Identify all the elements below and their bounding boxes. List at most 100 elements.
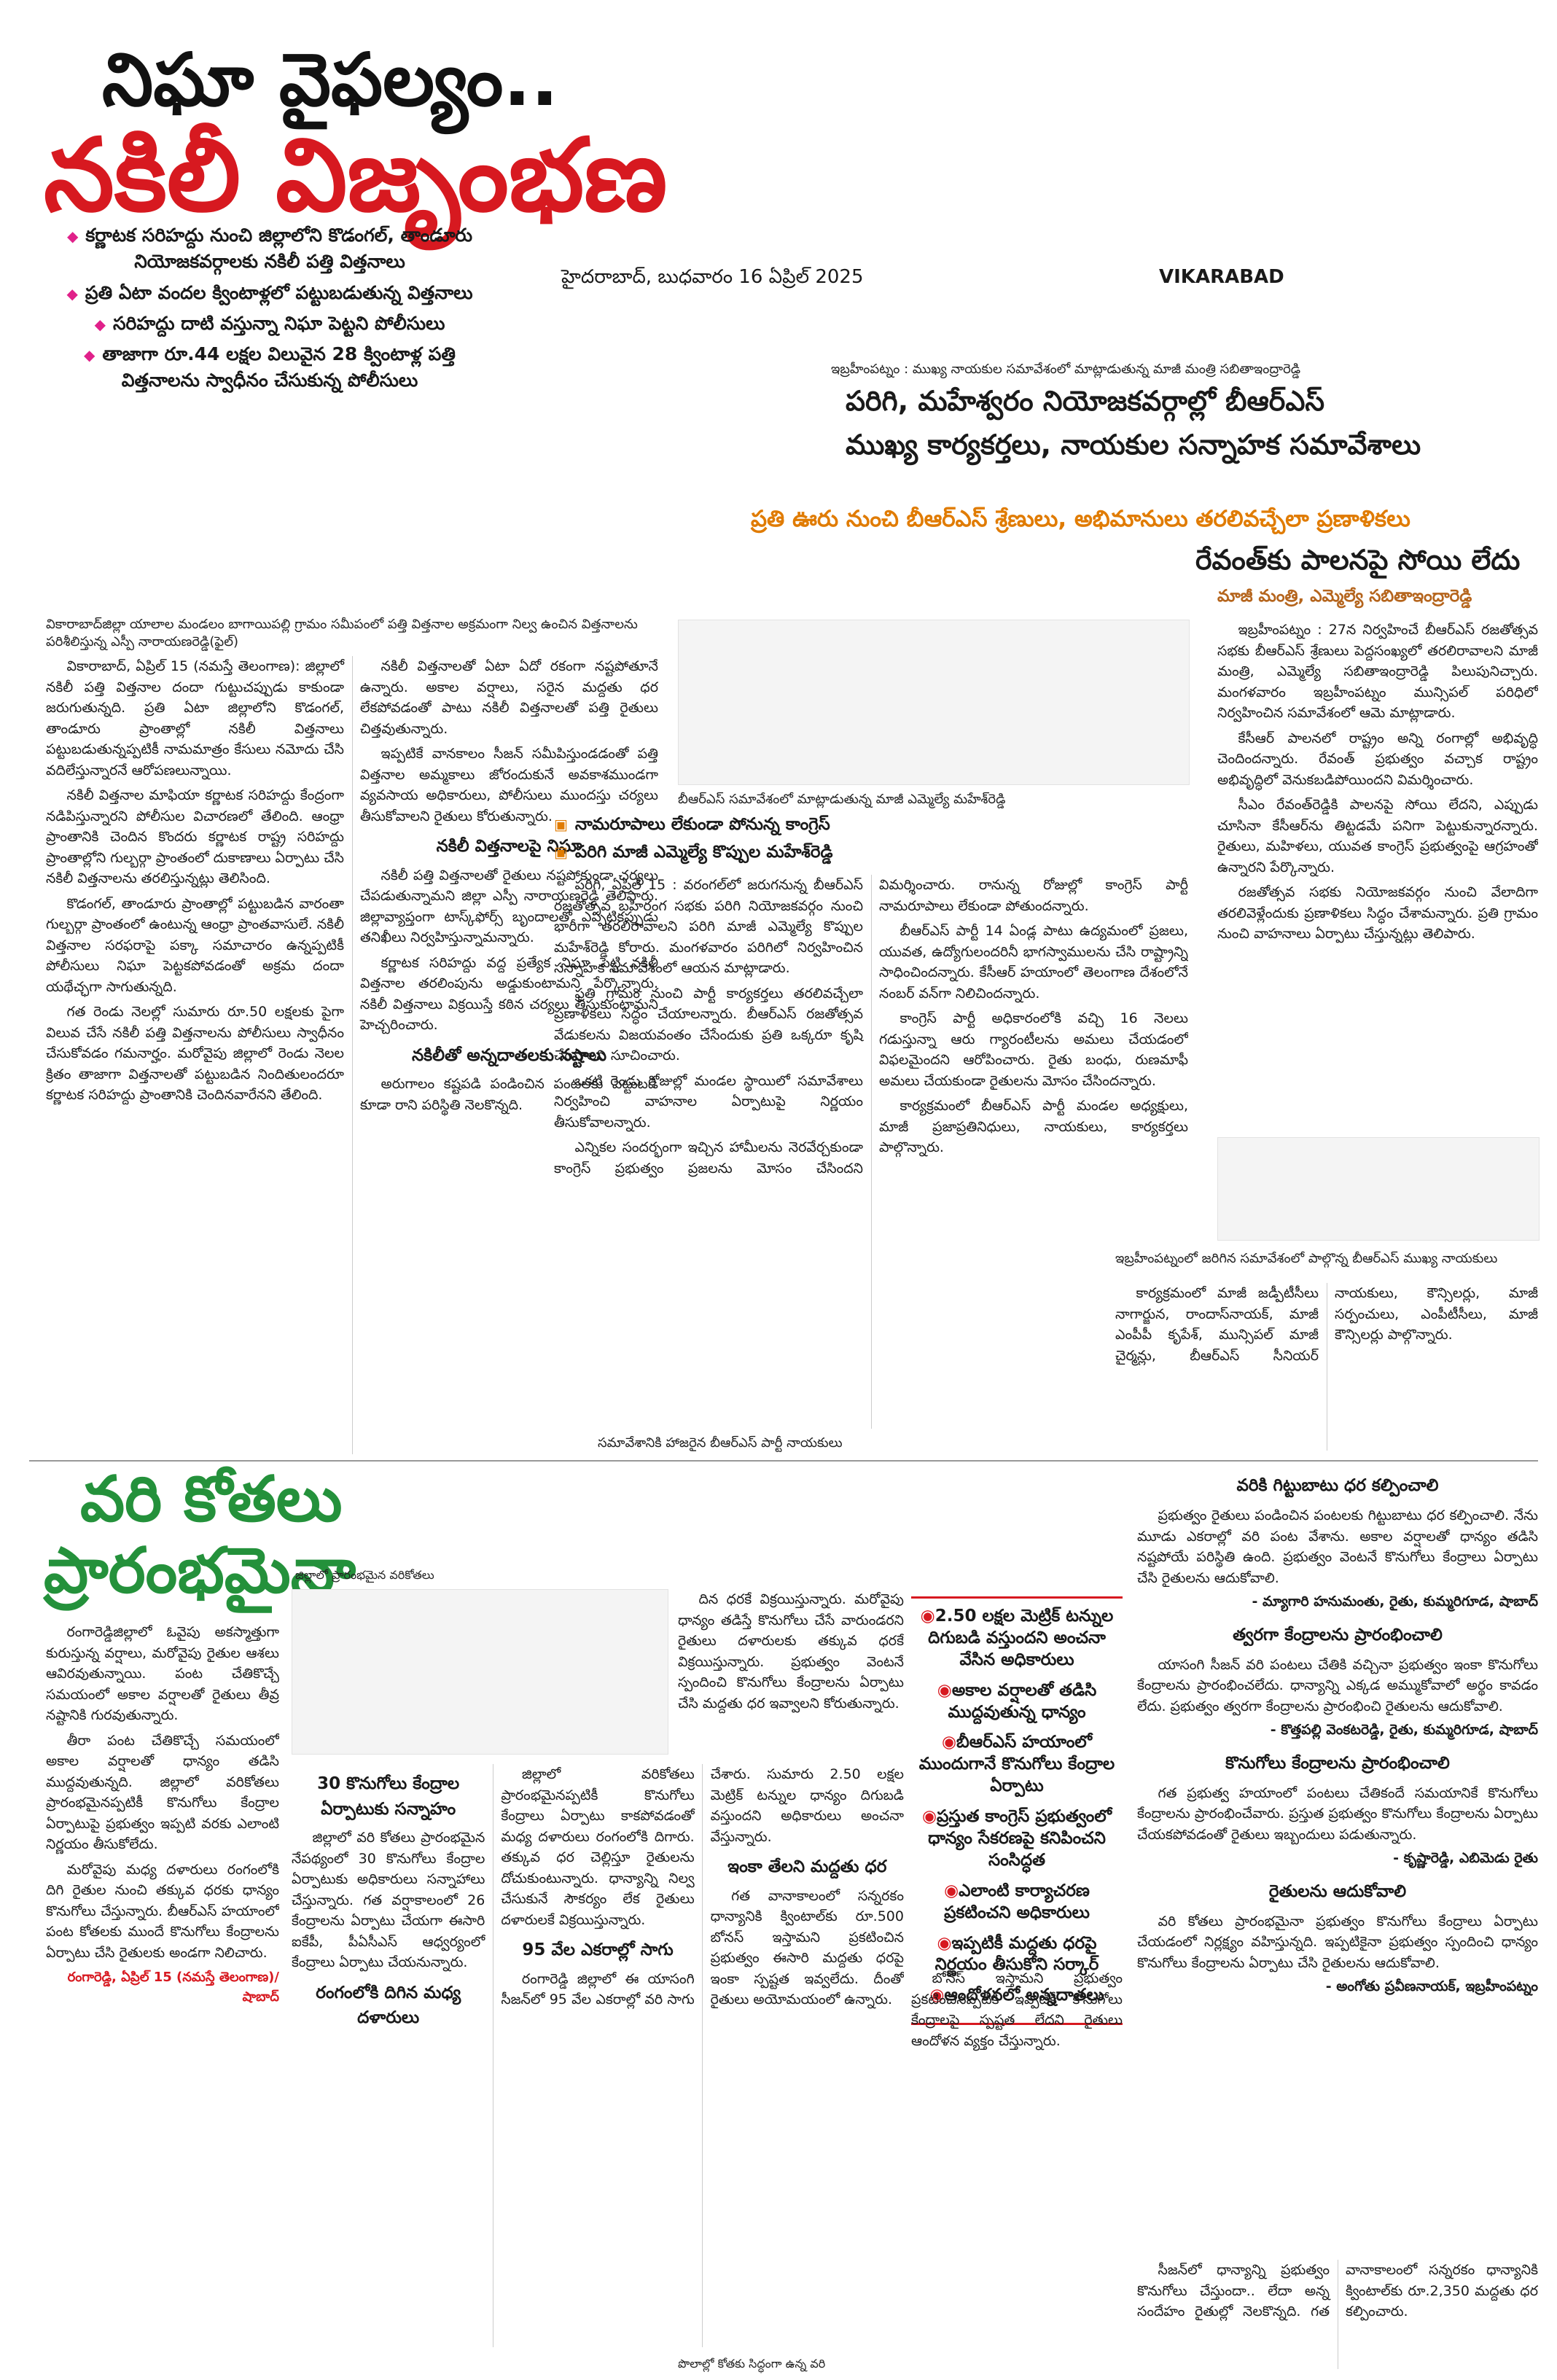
paragraph: ఇప్పటికీ మద్దతు ధరపై నిర్ణయం తీసుకోని సర… xyxy=(911,1933,1123,1977)
bullet-list: నామరూపాలు లేకుండా పోనున్న కాంగ్రెస్ పరిగి… xyxy=(554,815,962,870)
paragraph: ప్రతి గ్రామం నుంచి పార్టీ కార్యకర్తలు తర… xyxy=(554,985,863,1064)
quote-attribution: - కృష్ణారెడ్డి, ఎబిమెడు రైతు xyxy=(1393,1850,1538,1866)
paragraph: సీఎం రేవంత్‌రెడ్డికి పాలనపై సోయి లేదని, … xyxy=(1217,797,1538,875)
paragraph: ఇప్పటికే వానకాలం సీజన్ సమీపిస్తుండడంతో ప… xyxy=(360,746,658,824)
quote-title: కొనుగోలు కేంద్రాలను ప్రారంభించాలి xyxy=(1225,1753,1450,1773)
article-body: ఇబ్రహీంపట్నం : 27న నిర్వహించే బీఆర్ఎస్ ర… xyxy=(1217,620,1538,1203)
quote-title: రైతులను ఆదుకోవాలి xyxy=(1268,1881,1407,1901)
paragraph: కర్ణాటక సరిహద్దు నుంచి జిల్లాలోని కొడంగల… xyxy=(44,222,496,276)
paragraph: ప్రస్తుత కాంగ్రెస్ ప్రభుత్వంలో ధాన్యం సే… xyxy=(911,1806,1123,1872)
paragraph: తాజాగా రూ.44 లక్షల విలువైన 28 క్వింటాళ్ల… xyxy=(44,341,496,394)
quote: త్వరగా కేంద్రాలను ప్రారంభించాలి యాసంగి సీ… xyxy=(1137,1626,1538,1741)
quote-body: ప్రభుత్వం రైతులు పండించిన పంటలకు గిట్టుబ… xyxy=(1137,1507,1538,1586)
paragraph: సరిహద్దు దాటి వస్తున్నా నిఘా పెట్టని పోల… xyxy=(44,311,496,337)
paragraph: వికారాబాద్, ఏప్రిల్ 15 (నమస్తే తెలంగాణ):… xyxy=(46,658,344,779)
quote-attribution: - అంగోతు ప్రవీణనాయక్, ఇబ్రహీంపట్నం xyxy=(1325,1978,1538,1994)
photo xyxy=(292,1589,668,1755)
caption: పొలాల్లో కోతకు సిద్ధంగా ఉన్న వరి xyxy=(678,2357,826,2371)
quote-body: వరి కోతలు ప్రారంభమైనా ప్రభుత్వం కొనుగోలు… xyxy=(1137,1913,1538,1971)
quote-body: గత ప్రభుత్వ హయాంలో పంటలు చేతికందే సమయాని… xyxy=(1137,1784,1538,1843)
paragraphs: అరుగాలం కష్టపడి పండించిన పంటలకు పెట్టుబడ… xyxy=(360,1074,658,1115)
article-body: బోనస్ ఇస్తామని ప్రభుత్వం ప్రకటించినప్పటి… xyxy=(911,1968,1123,2114)
paragraph: ప్రతి ఏటా వందల క్వింటాళ్లలో పట్టుబడుతున్… xyxy=(44,280,496,306)
photo xyxy=(1217,1137,1540,1241)
quote-body: యాసంగి సీజన్ వరి పంటలు చేతికి వచ్చినా ప్… xyxy=(1137,1656,1538,1714)
quote: వరికి గిట్టుబాటు ధర కల్పించాలి ప్రభుత్వం … xyxy=(1137,1476,1538,1612)
quote-attribution: - కొత్తపల్లి వెంకటరెడ్డి, రైతు, కుమ్మరిగ… xyxy=(1270,1722,1538,1738)
paragraph: గత వానాకాలంలో సన్నరకం ధాన్యానికి క్వింటా… xyxy=(710,1887,904,2008)
paragraph: బీఆర్ఎస్ పార్టీ 14 ఏండ్ల పాటు ఉద్యమంలో ప… xyxy=(879,923,1188,1002)
paragraph: అరుగాలం కష్టపడి పండించిన పంటలకు పెట్టుబడ… xyxy=(360,1076,658,1113)
paragraph: అకాల వర్షాలతో తడిసి ముద్దవుతున్న ధాన్యం xyxy=(911,1680,1123,1724)
paragraph: కర్ణాటక సరిహద్దు వద్ద ప్రత్యేక నిఘా పెట్… xyxy=(360,954,658,1034)
article-body: దిన ధరకే విక్రయిస్తున్నారు. మరోవైపు ధాన్… xyxy=(678,1589,904,1757)
article-body: 30 కొనుగోలు కేంద్రాల ఏర్పాటుకు సన్నాహం జి… xyxy=(292,1764,904,2347)
strap: ప్రతి ఊరు నుంచి బీఆర్ఎస్ శ్రేణులు, అభిమా… xyxy=(751,506,1410,532)
paragraph: మరోవైపు మధ్య దళారులు రంగంలోకి దిగి రైతుల… xyxy=(46,1861,279,1961)
paragraph: కొడంగల్, తాండూరు ప్రాంతాల్లో పట్టుబడిన వ… xyxy=(46,895,344,995)
headline: పరిగి, మహేశ్వరం నియోజకవర్గాల్లో బీఆర్ఎస్ xyxy=(846,385,1325,417)
byline: రంగారెడ్డి, ఏప్రిల్ 15 (నమస్తే తెలంగాణ)/… xyxy=(67,1970,279,2005)
byline: మాజీ మంత్రి, ఎమ్మెల్యే సబితాఇంద్రారెడ్డి xyxy=(1217,587,1472,606)
paragraph: రంగారెడ్డిజిల్లాలో ఓవైపు అకస్మాత్తుగా కు… xyxy=(46,1624,279,1723)
quote: కొనుగోలు కేంద్రాలను ప్రారంభించాలి గత ప్రభ… xyxy=(1137,1754,1538,1869)
photo xyxy=(678,620,1190,785)
quotes-column: వరికి గిట్టుబాటు ధర కల్పించాలి ప్రభుత్వం … xyxy=(1137,1476,1538,2249)
paragraph: ఒకటి రెండు రోజుల్లో మండల స్థాయిలో సమావేశ… xyxy=(554,1072,863,1131)
divider xyxy=(29,1460,1538,1462)
paragraph: బీఆర్ఎస్ హయాంలో ముందుగానే కొనుగోలు కేంద్… xyxy=(911,1732,1123,1798)
article-body: వికారాబాద్, ఏప్రిల్ 15 (నమస్తే తెలంగాణ):… xyxy=(46,656,658,1454)
paragraphs: రంగారెడ్డిజిల్లాలో ఓవైపు అకస్మాత్తుగా కు… xyxy=(46,1622,279,1963)
caption: జిల్లాలో ప్రారంభమైన వరికోతలు xyxy=(295,1568,434,1582)
paragraph: రజతోత్సవ సభకు నియోజకవర్గం నుంచి వేలాదిగా… xyxy=(1217,884,1538,942)
subheading: నకిలీతో అన్నదాతలకు నష్టాలు xyxy=(411,1045,607,1065)
article-body: రంగారెడ్డిజిల్లాలో ఓవైపు అకస్మాత్తుగా కు… xyxy=(46,1622,279,2351)
paragraph: దిన ధరకే విక్రయిస్తున్నారు. మరోవైపు ధాన్… xyxy=(678,1591,904,1712)
headline: నిఘా వైఫల్యం.. xyxy=(102,37,559,122)
paragraph: నామరూపాలు లేకుండా పోనున్న కాంగ్రెస్ xyxy=(554,815,962,838)
highlight-box: 2.50 లక్షల మెట్రిక్ టన్నుల దిగుబడి వస్తు… xyxy=(911,1596,1123,2026)
quote-title: వరికి గిట్టుబాటు ధర కల్పించాలి xyxy=(1236,1476,1439,1495)
paragraph: గత రెండు నెలల్లో సుమారు రూ.50 లక్షలకు పై… xyxy=(46,1004,344,1103)
paragraph: కార్యక్రమంలో బీఆర్ఎస్ పార్టీ మండల అధ్యక్… xyxy=(879,1098,1188,1155)
caption: సమావేశానికి హాజరైన బీఆర్ఎస్ పార్టీ నాయకు… xyxy=(598,1435,843,1451)
paragraph: నకిలీ విత్తనాలతో ఏటా ఏదో రకంగా నష్టపోతూన… xyxy=(360,658,658,737)
quote: రైతులను ఆదుకోవాలి వరి కోతలు ప్రారంభమైనా ప… xyxy=(1137,1882,1538,1997)
paragraph: కేసీఆర్ పాలనలో రాష్ట్రం అన్ని రంగాల్లో అ… xyxy=(1217,730,1538,788)
headline: రేవంత్‌కు పాలనపై సోయి లేదు xyxy=(1195,544,1521,576)
paragraph: ఎన్నికల సందర్భంగా ఇచ్చిన హామీలను నెరవేర్… xyxy=(554,877,1188,1177)
dateline: హైదరాబాద్, బుధవారం 16 ఏప్రిల్ 2025 xyxy=(561,266,864,288)
paragraph: బోనస్ ఇస్తామని ప్రభుత్వం ప్రకటించినప్పటి… xyxy=(911,1970,1123,2049)
caption: బీఆర్ఎస్ సమావేశంలో మాట్లాడుతున్న మాజీ ఎమ… xyxy=(678,792,1006,807)
subheading: 95 వేల ఎకరాల్లో సాగు xyxy=(522,1940,674,1959)
headline: నకిలీ విజృంభణ xyxy=(44,117,668,234)
headline: వరి కోతలు xyxy=(80,1463,343,1536)
quote-title: త్వరగా కేంద్రాలను ప్రారంభించాలి xyxy=(1233,1625,1443,1644)
paragraph: ఇబ్రహీంపట్నం : 27న నిర్వహించే బీఆర్ఎస్ ర… xyxy=(1217,622,1538,721)
paragraph: పరిగి, ఏప్రిల్ 15 : వరంగల్‌లో జరుగనున్న … xyxy=(554,877,863,976)
paragraph: సీజన్‌లో ధాన్యాన్ని ప్రభుత్వం కొనుగోలు చ… xyxy=(1137,2262,1538,2319)
paragraph: జిల్లాలో వరి కోతలు ప్రారంభమైన నేపథ్యంలో … xyxy=(292,1830,485,1970)
edition: VIKARABAD xyxy=(1159,266,1284,288)
paragraph: నకిలీ విత్తనాల మాఫియా కర్ణాటక సరిహద్దు క… xyxy=(46,787,344,886)
caption: ఇబ్రహీంపట్నం : ముఖ్య నాయకుల సమావేశంలో మా… xyxy=(831,362,1301,377)
paragraph: ఆందోళనలో అన్నదాతలు xyxy=(911,1985,1123,2007)
subheading: 30 కొనుగోలు కేంద్రాల ఏర్పాటుకు సన్నాహం xyxy=(317,1774,460,1819)
subheading: రంగంలోకి దిగిన మధ్య దళారులు xyxy=(316,1983,461,2028)
paragraph: కాంగ్రెస్ పార్టీ అధికారంలోకి వచ్చి 16 నె… xyxy=(879,1010,1188,1089)
caption: వికారాబాద్‌జిల్లా యాలాల మండలం బాగాయిపల్ల… xyxy=(46,617,638,650)
quote-attribution: - మ్యాగారి హనుమంతు, రైతు, కుమ్మరిగూడ, షా… xyxy=(1252,1593,1538,1610)
paragraph: పరిగి మాజీ ఎమ్మెల్యే కొప్పుల మహేశ్‌రెడ్డ… xyxy=(554,843,962,866)
article-body: పరిగి, ఏప్రిల్ 15 : వరంగల్‌లో జరుగనున్న … xyxy=(554,875,1188,1429)
paragraph: తీరా పంట చేతికొచ్చే సమయంలో అకాల వర్షాలతో… xyxy=(46,1732,279,1853)
paragraphs: వికారాబాద్, ఏప్రిల్ 15 (నమస్తే తెలంగాణ):… xyxy=(46,656,658,1115)
paragraph: నకిలీ పత్తి విత్తనాలతో రైతులు నష్టపోకుండ… xyxy=(360,867,658,946)
paragraph: కార్యక్రమంలో మాజీ జడ్పీటీసీలు నాగార్జున,… xyxy=(1115,1285,1538,1364)
article-body: సీజన్‌లో ధాన్యాన్ని ప్రభుత్వం కొనుగోలు చ… xyxy=(1137,2260,1538,2369)
paragraph: జిల్లాలో వరికోతలు ప్రారంభమైనప్పటికీ కొను… xyxy=(501,1766,695,1928)
headline: ముఖ్య కార్యకర్తలు, నాయకుల సన్నాహక సమావేశ… xyxy=(846,429,1421,461)
paragraph: 2.50 లక్షల మెట్రిక్ టన్నుల దిగుబడి వస్తు… xyxy=(911,1606,1123,1671)
article-body: కార్యక్రమంలో మాజీ జడ్పీటీసీలు నాగార్జున,… xyxy=(1115,1283,1538,1451)
